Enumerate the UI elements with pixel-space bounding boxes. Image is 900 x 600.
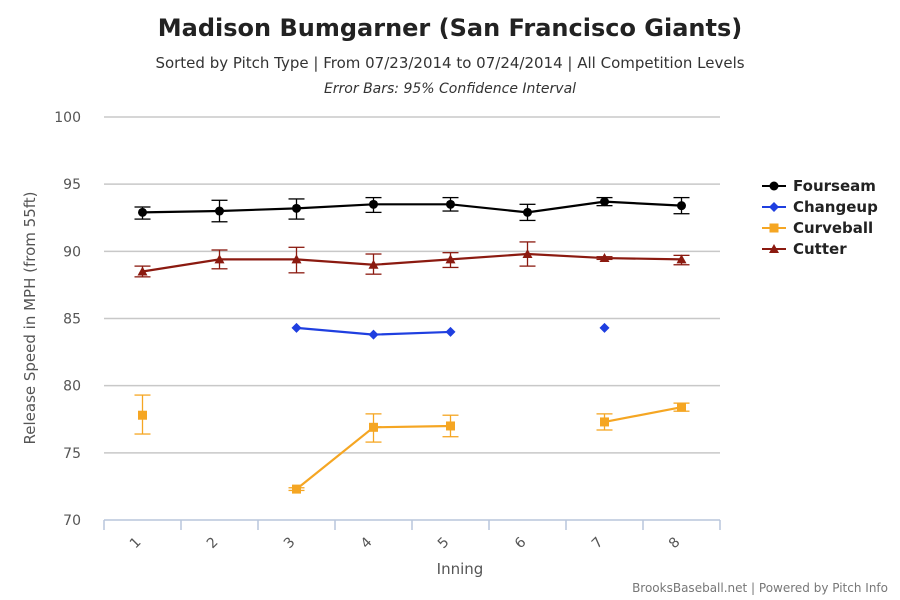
x-axis: 1 2 3 4 5 6 7 8 xyxy=(103,519,721,552)
data-point xyxy=(369,422,378,432)
legend-label: Changeup xyxy=(793,198,878,216)
y-tick-label: 80 xyxy=(63,379,81,395)
data-point xyxy=(600,197,609,207)
x-tick-label: 2 xyxy=(204,534,222,552)
data-point xyxy=(214,254,225,264)
y-axis-ticks: 70 75 80 85 90 95 100 xyxy=(54,110,81,529)
data-point xyxy=(137,266,148,276)
series-changeup xyxy=(291,322,610,340)
data-point xyxy=(138,410,147,420)
legend-item-fourseam: Fourseam xyxy=(762,177,876,195)
y-axis-title: Release Speed in MPH (from 55ft) xyxy=(21,191,39,444)
data-point xyxy=(291,254,302,264)
plot-area xyxy=(134,196,690,494)
series-curveball xyxy=(134,394,690,494)
y-tick-label: 90 xyxy=(63,244,81,260)
series-fourseam xyxy=(134,196,690,223)
legend-marker xyxy=(769,181,779,191)
data-point xyxy=(677,402,686,412)
data-point xyxy=(677,201,686,211)
gridlines xyxy=(104,116,720,454)
x-tick-label: 8 xyxy=(666,534,684,552)
x-tick-label: 5 xyxy=(435,534,453,552)
legend-marker xyxy=(769,223,779,233)
y-tick-label: 75 xyxy=(63,446,81,462)
data-point xyxy=(445,326,456,337)
legend-item-changeup: Changeup xyxy=(762,198,878,216)
data-point xyxy=(368,329,379,340)
legend-marker xyxy=(769,202,779,212)
data-point xyxy=(368,259,379,269)
data-point xyxy=(600,417,609,427)
data-point xyxy=(599,322,610,333)
x-tick-label: 1 xyxy=(127,534,145,552)
y-tick-label: 95 xyxy=(63,177,81,193)
data-point xyxy=(292,484,301,494)
legend-marker xyxy=(769,244,779,253)
data-point xyxy=(599,253,610,263)
y-tick-label: 100 xyxy=(54,110,81,126)
data-point xyxy=(446,199,455,209)
data-point xyxy=(446,421,455,431)
legend: Fourseam Changeup Curveball Cutter xyxy=(762,177,878,258)
data-point xyxy=(292,203,301,213)
series-line xyxy=(142,252,682,273)
y-tick-label: 70 xyxy=(63,513,81,529)
x-tick-label: 7 xyxy=(589,534,607,552)
chart-title: Madison Bumgarner (San Francisco Giants) xyxy=(158,14,742,42)
data-point xyxy=(291,322,302,333)
chart-subtitle: Sorted by Pitch Type | From 07/23/2014 t… xyxy=(155,54,744,72)
data-point xyxy=(522,249,533,259)
x-axis-title: Inning xyxy=(437,560,484,578)
data-point xyxy=(676,254,687,264)
legend-label: Cutter xyxy=(793,240,847,258)
data-point xyxy=(215,206,224,216)
data-point xyxy=(369,199,378,209)
data-point xyxy=(523,207,532,217)
series-line xyxy=(142,200,682,214)
data-point xyxy=(445,254,456,264)
legend-item-cutter: Cutter xyxy=(762,240,847,258)
chart-credit: BrooksBaseball.net | Powered by Pitch In… xyxy=(632,581,888,595)
legend-label: Curveball xyxy=(793,219,873,237)
legend-label: Fourseam xyxy=(793,177,876,195)
legend-item-curveball: Curveball xyxy=(762,219,873,237)
y-tick-label: 85 xyxy=(63,312,81,328)
x-tick-label: 3 xyxy=(281,534,299,552)
chart-subtitle-error-bars: Error Bars: 95% Confidence Interval xyxy=(324,81,576,97)
series-line xyxy=(295,406,682,490)
x-tick-label: 4 xyxy=(358,534,376,552)
x-tick-label: 6 xyxy=(512,534,530,552)
data-point xyxy=(138,207,147,217)
series-cutter xyxy=(134,241,690,278)
